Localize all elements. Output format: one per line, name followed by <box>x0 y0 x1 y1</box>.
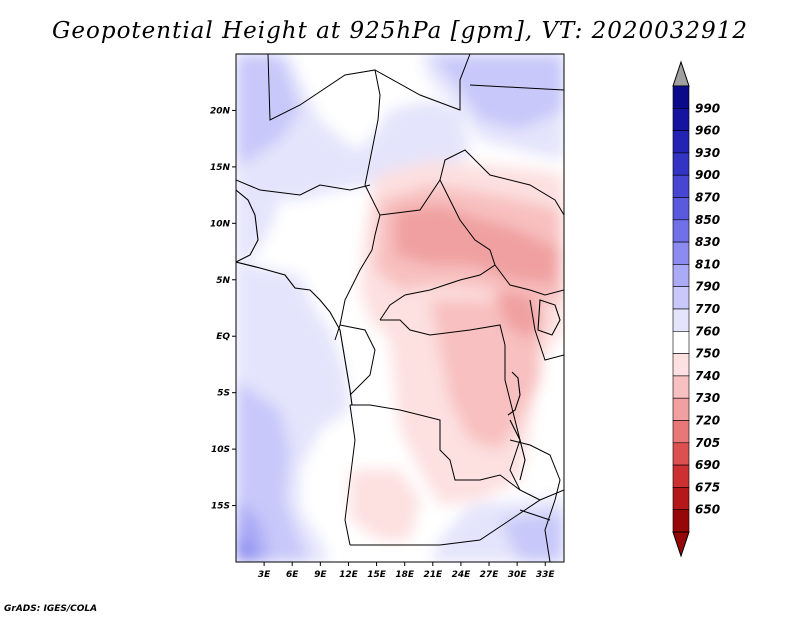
lake-malawi <box>519 509 551 521</box>
colorbar-label: 810 <box>695 257 720 271</box>
fill-830-corner <box>236 530 258 562</box>
fill-790-northwest <box>236 54 300 165</box>
colorbar-label: 960 <box>695 124 720 138</box>
colorbar-label: 870 <box>695 191 720 205</box>
lon-tick-label: 21E <box>423 570 443 580</box>
colorbar-label: 850 <box>695 213 720 227</box>
border-namibia-zambia <box>350 489 564 546</box>
colorbar-swatch <box>672 442 690 466</box>
lat-axis: 20N 15N 10N 5N EQ 5S 10S 15S <box>210 106 236 512</box>
colorbar-swatch <box>672 487 690 510</box>
border-south-sudan <box>494 264 564 296</box>
colorbar-swatch <box>672 174 690 198</box>
chart-title: Geopotential Height at 925hPa [gpm], VT:… <box>52 18 748 44</box>
lat-tick-label: 5N <box>216 276 230 286</box>
colorbar-swatch <box>672 241 690 265</box>
border-tanzania-mozambique <box>509 439 561 562</box>
colorbar-label: 770 <box>695 302 720 316</box>
colorbar-label: 990 <box>695 101 720 115</box>
country-borders <box>236 54 564 562</box>
lat-tick-label: 20N <box>210 106 231 116</box>
fill-750-angola <box>350 470 420 540</box>
colorbar-swatch <box>672 509 690 533</box>
lon-tick-label: 6E <box>286 570 299 580</box>
border-egypt-sudan <box>469 84 564 91</box>
lon-axis: 3E 6E 9E 12E 15E 18E 21E 24E 27E 30E 33E <box>258 562 556 580</box>
border-libya-egypt <box>374 54 471 111</box>
lat-tick-label: 10S <box>211 445 230 455</box>
border-drc-east <box>380 319 541 501</box>
colorbar-swatch <box>672 286 690 310</box>
fill-730-lakes <box>495 290 545 340</box>
lat-tick-label: 5S <box>217 389 230 399</box>
map-field <box>236 54 564 562</box>
lon-tick-label: 33E <box>536 570 556 580</box>
colorbar-label: 900 <box>695 168 720 182</box>
lon-tick-label: 9E <box>314 570 327 580</box>
lon-tick-label: 3E <box>258 570 271 580</box>
colorbar-label: 830 <box>695 235 720 249</box>
colorbar-swatch <box>672 353 690 377</box>
border-angola-drc <box>350 404 521 491</box>
colorbar-label: 790 <box>695 280 720 294</box>
colorbar-swatch <box>672 330 690 354</box>
colorbar-label: 690 <box>695 458 720 472</box>
colorbar-label: 730 <box>695 391 720 405</box>
colorbar-label: 720 <box>695 414 720 428</box>
lon-tick-label: 15E <box>367 570 387 580</box>
lon-tick-label: 12E <box>339 570 359 580</box>
border-uganda-kenya <box>529 299 564 361</box>
border-car <box>379 179 496 321</box>
colorbar-swatch <box>672 308 690 332</box>
fill-790-northeast <box>430 54 564 130</box>
border-sahel-west <box>236 179 371 196</box>
colorbar-bottom-arrow <box>672 531 690 558</box>
colorbar-label: 760 <box>695 324 720 338</box>
colorbar-swatch <box>672 375 690 399</box>
border-cameroon <box>334 184 381 341</box>
colorbar-swatch <box>672 152 690 176</box>
coast-west <box>236 189 259 263</box>
fill-730-core <box>395 205 560 285</box>
colorbar-label: 740 <box>695 369 720 383</box>
colorbar-label: 930 <box>695 146 720 160</box>
colorbar-label: 750 <box>695 347 720 361</box>
lat-tick-label: 10N <box>210 219 231 229</box>
colorbar-swatch <box>672 85 690 109</box>
map-frame <box>235 53 565 563</box>
lon-tick-label: 18E <box>395 570 415 580</box>
colorbar-swatch <box>672 464 690 488</box>
lon-tick-label: 27E <box>480 570 500 580</box>
colorbar-top-arrow <box>672 60 690 87</box>
colorbar-swatch <box>672 397 690 421</box>
colorbar-label: 675 <box>695 480 720 494</box>
colorbar-label: 705 <box>695 436 720 450</box>
border-angola-west <box>344 404 356 546</box>
colorbar-swatch <box>672 264 690 287</box>
coastlines <box>236 189 561 521</box>
lon-tick-label: 30E <box>508 570 528 580</box>
lat-tick-label: 15S <box>211 502 230 512</box>
lat-tick-label: EQ <box>216 332 230 342</box>
colorbar-swatch <box>672 219 690 243</box>
lake-tanganyika-south <box>509 419 526 481</box>
coast-gulf-guinea <box>236 261 353 406</box>
colorbar-label: 650 <box>695 503 720 517</box>
colorbar-swatch <box>672 420 690 444</box>
border-gabon-congo <box>339 324 376 396</box>
lat-tick-label: 15N <box>210 163 231 173</box>
lake-tanganyika-north <box>507 371 521 416</box>
border-chad-sudan <box>439 149 564 216</box>
colorbar-swatch <box>672 108 690 131</box>
lake-victoria <box>537 299 561 336</box>
colorbar: 990 960 930 900 870 850 830 810 790 770 760 750 740 7… <box>672 60 720 558</box>
lon-tick-label: 24E <box>452 570 472 580</box>
grads-credit: GrADS: IGES/COLA <box>4 604 98 614</box>
contour-fill <box>236 54 564 562</box>
colorbar-swatch <box>672 130 690 154</box>
colorbar-swatch <box>672 197 690 221</box>
fill-740-congo-east <box>430 300 540 450</box>
